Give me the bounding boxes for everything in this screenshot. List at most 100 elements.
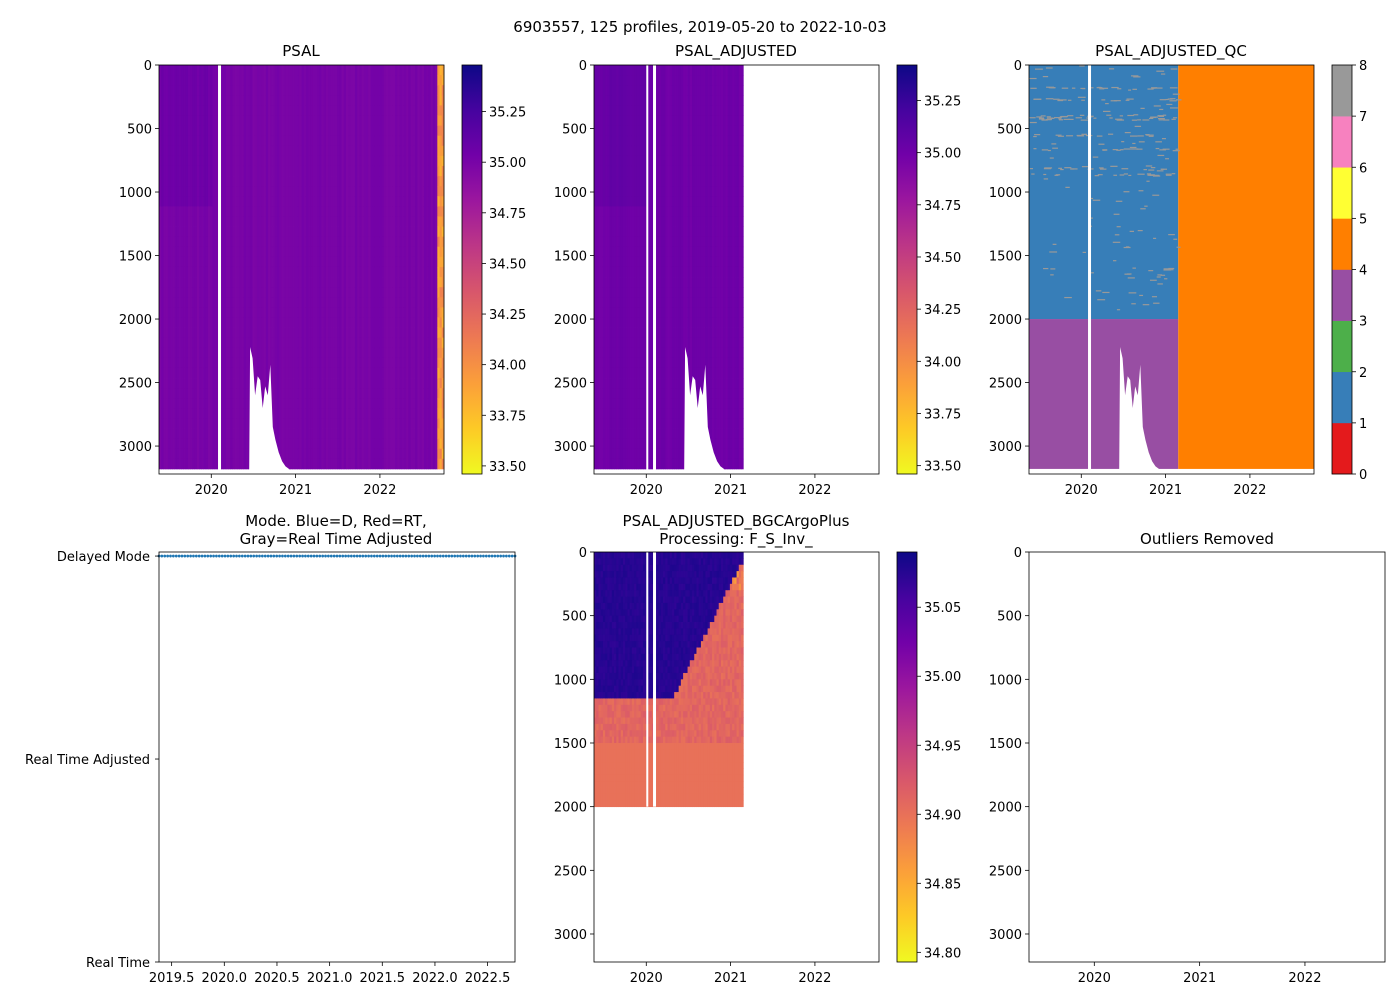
- heatmap-cell: [430, 206, 434, 217]
- heatmap-cell: [290, 327, 293, 339]
- heatmap-cell: [203, 236, 207, 248]
- heatmap-cell: [301, 287, 305, 298]
- heatmap-cell: [383, 95, 387, 106]
- heatmap-cell: [314, 307, 318, 318]
- heatmap-cell: [312, 398, 316, 409]
- heatmap-cell: [323, 458, 327, 470]
- heatmap-cell: [241, 418, 245, 429]
- heatmap-cell: [268, 327, 271, 339]
- heatmap-cell: [392, 196, 396, 207]
- heatmap-cell: [321, 226, 325, 238]
- heatmap-cell: [245, 196, 249, 207]
- heatmap-cell: [179, 458, 182, 470]
- heatmap-cell: [268, 155, 271, 167]
- heatmap-cell: [321, 357, 325, 369]
- heatmap-cell: [199, 408, 202, 419]
- heatmap-cell: [432, 226, 436, 238]
- heatmap-cell: [419, 176, 423, 187]
- heatmap-cell: [348, 297, 351, 308]
- heatmap-cell: [334, 206, 338, 217]
- heatmap-cell: [176, 458, 180, 470]
- heatmap-cell: [415, 85, 418, 96]
- heatmap-cell: [419, 266, 423, 278]
- heatmap-cell: [397, 125, 400, 137]
- heatmap-cell: [363, 357, 367, 369]
- heatmap-cell: [210, 327, 213, 339]
- heatmap-cell: [432, 297, 436, 308]
- heatmap-cell: [395, 277, 398, 288]
- heatmap-cell: [408, 135, 412, 147]
- heatmap-cell: [194, 438, 198, 450]
- heatmap-cell: [383, 317, 387, 328]
- heatmap-cell: [383, 378, 387, 389]
- heatmap-cell: [190, 65, 193, 76]
- heatmap-cell: [243, 388, 247, 399]
- heatmap-cell: [386, 216, 389, 227]
- heatmap-cell: [388, 246, 391, 258]
- heatmap-cell: [163, 337, 167, 349]
- heatmap-cell: [366, 458, 369, 470]
- heatmap-cell: [332, 75, 336, 86]
- heatmap-cell: [174, 155, 178, 167]
- heatmap-cell: [230, 105, 233, 116]
- heatmap-cell: [399, 256, 403, 268]
- heatmap-cell: [223, 337, 227, 349]
- heatmap-cell: [181, 125, 184, 137]
- heatmap-cell: [383, 438, 387, 450]
- heatmap-cell: [343, 196, 347, 207]
- heatmap-cell: [299, 75, 302, 86]
- heatmap-cell: [321, 125, 325, 137]
- heatmap-cell: [236, 186, 240, 197]
- heatmap-cell: [301, 418, 305, 429]
- heatmap-cell: [279, 155, 282, 167]
- heatmap-cell: [325, 176, 329, 187]
- heatmap-cell: [388, 155, 391, 167]
- heatmap-cell: [297, 297, 300, 308]
- heatmap-cell: [392, 75, 396, 86]
- heatmap-cell: [212, 277, 216, 288]
- heatmap-cell: [372, 347, 376, 359]
- heatmap-cell: [390, 155, 394, 167]
- heatmap-cell: [221, 428, 224, 440]
- heatmap-cell: [279, 206, 282, 217]
- heatmap-cell: [374, 176, 378, 187]
- heatmap-cell: [256, 145, 260, 157]
- heatmap-cell: [426, 448, 429, 460]
- heatmap-cell: [432, 357, 436, 369]
- heatmap-cell: [419, 357, 423, 369]
- heatmap-cell: [248, 327, 251, 339]
- heatmap-cell: [332, 186, 336, 197]
- heatmap-cell: [417, 165, 420, 177]
- heatmap-cell: [379, 418, 383, 429]
- heatmap-cell: [328, 135, 331, 147]
- heatmap-cell: [185, 448, 189, 460]
- heatmap-cell: [187, 277, 191, 288]
- heatmap-cell: [256, 256, 260, 268]
- heatmap-cell: [243, 266, 247, 278]
- heatmap-cell: [332, 367, 336, 379]
- heatmap-cell: [203, 388, 207, 399]
- heatmap-cell: [399, 307, 403, 318]
- heatmap-cell: [248, 256, 251, 268]
- heatmap-cell: [301, 236, 305, 248]
- heatmap-cell: [408, 388, 412, 399]
- heatmap-cell: [245, 236, 249, 248]
- heatmap-cell: [421, 165, 425, 177]
- heatmap-cell: [230, 266, 233, 278]
- heatmap-cell: [288, 337, 291, 349]
- heatmap-cell: [341, 307, 345, 318]
- heatmap-cell: [339, 367, 342, 379]
- heatmap-cell: [294, 186, 298, 197]
- heatmap-cell: [354, 458, 358, 470]
- heatmap-cell: [341, 388, 345, 399]
- heatmap-cell: [183, 347, 187, 359]
- heatmap-cell: [328, 367, 331, 379]
- heatmap-cell: [196, 337, 200, 349]
- heatmap-cell: [310, 337, 314, 349]
- heatmap-cell: [185, 266, 189, 278]
- heatmap-cell: [399, 378, 403, 389]
- heatmap-cell: [314, 418, 318, 429]
- heatmap-cell: [221, 337, 224, 349]
- heatmap-cell: [428, 65, 432, 76]
- heatmap-cell: [314, 125, 318, 137]
